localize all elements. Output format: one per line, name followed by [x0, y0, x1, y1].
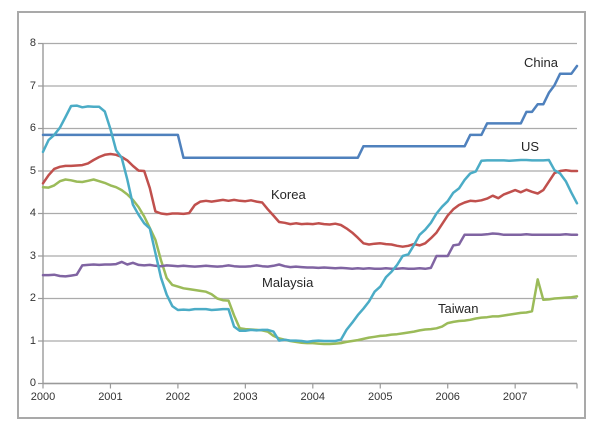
series-line-us — [41, 104, 579, 344]
chart-frame — [17, 11, 586, 419]
series-line-malaysia — [41, 232, 579, 278]
series-line-korea — [41, 152, 579, 248]
series-line-china — [41, 64, 579, 160]
gridlines — [43, 42, 577, 385]
axes — [38, 42, 578, 389]
series-lines — [41, 64, 579, 346]
